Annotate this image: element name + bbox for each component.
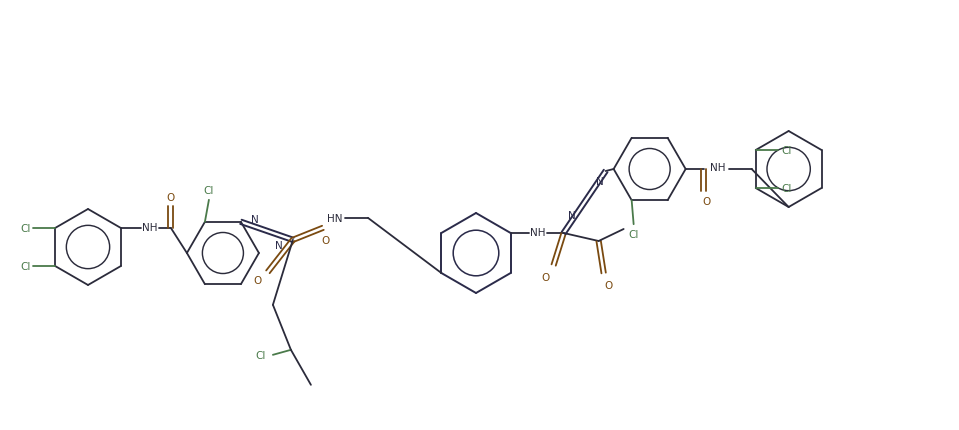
Text: O: O [254, 275, 262, 285]
Text: Cl: Cl [203, 185, 214, 195]
Text: O: O [703, 197, 711, 206]
Text: N: N [568, 211, 575, 221]
Text: Cl: Cl [628, 230, 639, 240]
Text: O: O [604, 280, 613, 290]
Text: O: O [167, 193, 175, 203]
Text: Cl: Cl [256, 350, 266, 360]
Text: Cl: Cl [20, 224, 31, 233]
Text: N: N [275, 240, 283, 250]
Text: NH: NH [530, 227, 546, 237]
Text: Cl: Cl [782, 184, 792, 194]
Text: NH: NH [710, 163, 725, 172]
Text: O: O [322, 235, 330, 245]
Text: N: N [251, 214, 259, 224]
Text: Cl: Cl [782, 146, 792, 156]
Text: HN: HN [327, 213, 342, 223]
Text: NH: NH [142, 222, 157, 233]
Text: O: O [542, 272, 550, 283]
Text: Cl: Cl [20, 261, 31, 271]
Text: N: N [596, 177, 603, 187]
